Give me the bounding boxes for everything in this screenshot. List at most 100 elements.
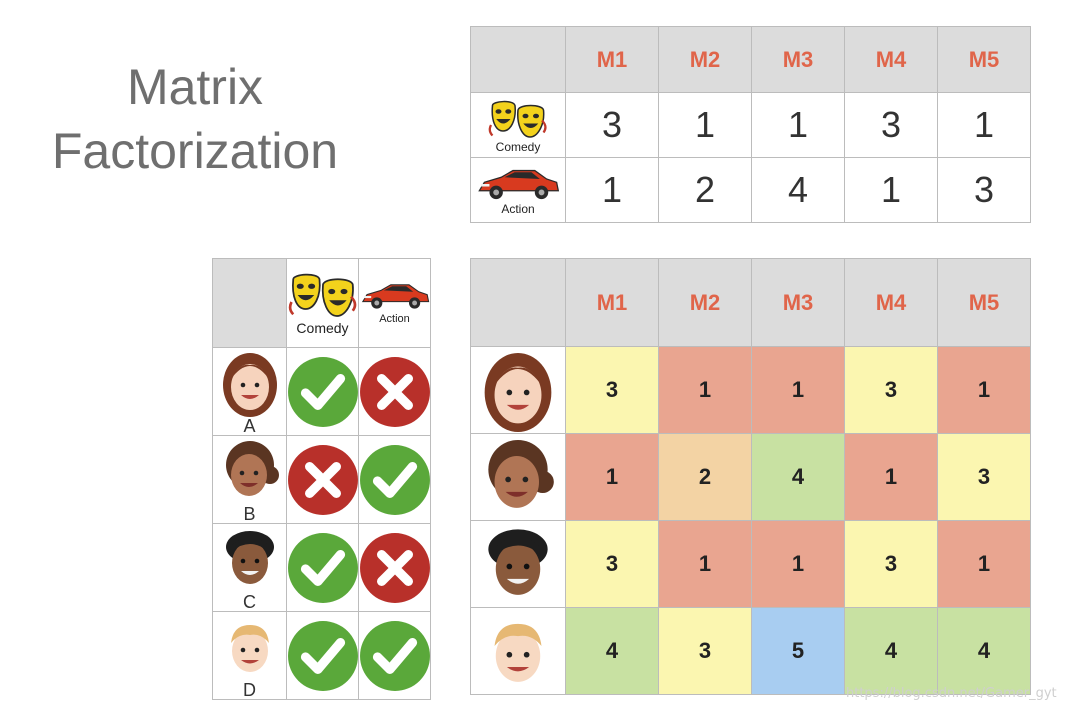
check-icon xyxy=(287,620,359,692)
movie-header-m5: M5 xyxy=(937,26,1031,93)
genre-score-cell: 1 xyxy=(751,92,845,158)
movie-header-m2: M2 xyxy=(658,26,752,93)
user-face-d-icon xyxy=(494,623,542,682)
rating-cell: 4 xyxy=(751,433,845,521)
user-face-c-icon xyxy=(225,530,274,584)
genre-score-cell: 1 xyxy=(937,92,1031,158)
table-row: B xyxy=(212,435,431,524)
table-row: 3 1 1 3 1 xyxy=(470,346,1031,434)
preference-cell xyxy=(358,611,431,700)
table-row: 3 1 1 3 1 xyxy=(470,520,1031,608)
user-label: B xyxy=(243,503,256,524)
user-face-b-icon xyxy=(488,439,554,508)
rating-cell: 1 xyxy=(658,346,752,434)
rating-cell: 4 xyxy=(937,607,1031,695)
cross-icon xyxy=(359,356,431,428)
movie-header-m5: M5 xyxy=(937,258,1031,347)
rating-cell: 1 xyxy=(658,520,752,608)
page-title: Matrix Factorization xyxy=(40,55,350,183)
genre-label: Comedy xyxy=(495,139,541,154)
user-genre-table: Comedy Action A xyxy=(212,258,431,700)
check-icon xyxy=(287,356,359,428)
movie-header-row: M1 M2 M3 M4 M5 xyxy=(470,26,1031,93)
genre-score-cell: 3 xyxy=(844,92,938,158)
user-cell: A xyxy=(212,347,287,436)
preference-cell xyxy=(358,523,431,612)
user-cell xyxy=(470,520,566,608)
preference-cell xyxy=(286,347,359,436)
table-row: Action 1 2 4 1 3 xyxy=(470,157,1031,223)
preference-cell xyxy=(358,435,431,524)
rating-cell: 3 xyxy=(565,520,659,608)
genre-score-cell: 3 xyxy=(937,157,1031,223)
comedy-masks-icon xyxy=(488,97,548,141)
genre-score-cell: 3 xyxy=(565,92,659,158)
watermark: https://blog.csdn.net/Gamer_gyt xyxy=(846,686,1057,701)
rating-cell: 1 xyxy=(844,433,938,521)
red-sports-car-icon xyxy=(360,280,430,312)
genre-header-action: Action xyxy=(358,258,431,348)
user-movie-ratings-table: M1 M2 M3 M4 M5 3 1 1 3 1 xyxy=(470,258,1031,695)
user-cell xyxy=(470,607,566,695)
genre-score-cell: 2 xyxy=(658,157,752,223)
title-line-1: Matrix xyxy=(126,59,264,115)
preference-cell xyxy=(286,435,359,524)
user-face-a-icon xyxy=(484,352,552,432)
genre-score-cell: 1 xyxy=(565,157,659,223)
corner-cell xyxy=(470,258,566,347)
cross-icon xyxy=(359,532,431,604)
user-face-d-icon xyxy=(230,624,269,672)
table-row: 4 3 5 4 4 xyxy=(470,607,1031,695)
genre-score-cell: 1 xyxy=(658,92,752,158)
genre-header-row: Comedy Action xyxy=(212,258,431,348)
corner-cell xyxy=(470,26,566,93)
genre-header-comedy: Comedy xyxy=(286,258,359,348)
movie-header-m4: M4 xyxy=(844,258,938,347)
user-cell xyxy=(470,346,566,434)
user-face-b-icon xyxy=(225,440,279,496)
rating-cell: 1 xyxy=(751,346,845,434)
table-row: Comedy 3 1 1 3 1 xyxy=(470,92,1031,158)
table-row: 1 2 4 1 3 xyxy=(470,433,1031,521)
rating-cell: 1 xyxy=(751,520,845,608)
user-label: D xyxy=(243,679,256,700)
comedy-masks-icon xyxy=(288,270,358,320)
movie-header-m2: M2 xyxy=(658,258,752,347)
corner-cell xyxy=(212,258,287,348)
genre-row-label: Action xyxy=(470,157,566,223)
preference-cell xyxy=(286,611,359,700)
rating-cell: 3 xyxy=(844,346,938,434)
user-face-c-icon xyxy=(488,529,548,595)
genre-movie-table: M1 M2 M3 M4 M5 Comedy 3 1 1 3 1 Action 1… xyxy=(470,26,1031,223)
user-cell: C xyxy=(212,523,287,612)
preference-cell xyxy=(358,347,431,436)
title-line-2: Factorization xyxy=(51,123,339,179)
genre-score-cell: 1 xyxy=(844,157,938,223)
user-label: C xyxy=(243,591,256,612)
table-row: D xyxy=(212,611,431,700)
user-label: A xyxy=(243,415,256,436)
user-cell: B xyxy=(212,435,287,524)
movie-header-m1: M1 xyxy=(565,26,659,93)
check-icon xyxy=(359,444,431,516)
rating-cell: 3 xyxy=(844,520,938,608)
user-cell xyxy=(470,433,566,521)
rating-cell: 3 xyxy=(565,346,659,434)
genre-label: Action xyxy=(501,201,535,216)
rating-cell: 2 xyxy=(658,433,752,521)
movie-header-m3: M3 xyxy=(751,26,845,93)
red-sports-car-icon xyxy=(476,165,560,203)
rating-cell: 3 xyxy=(658,607,752,695)
table-row: A xyxy=(212,347,431,436)
rating-cell: 5 xyxy=(751,607,845,695)
user-face-a-icon xyxy=(222,352,277,417)
movie-header-m3: M3 xyxy=(751,258,845,347)
rating-cell: 4 xyxy=(844,607,938,695)
preference-cell xyxy=(286,523,359,612)
rating-cell: 1 xyxy=(937,520,1031,608)
rating-cell: 1 xyxy=(565,433,659,521)
movie-header-row: M1 M2 M3 M4 M5 xyxy=(470,258,1031,347)
check-icon xyxy=(359,620,431,692)
rating-cell: 1 xyxy=(937,346,1031,434)
rating-cell: 4 xyxy=(565,607,659,695)
